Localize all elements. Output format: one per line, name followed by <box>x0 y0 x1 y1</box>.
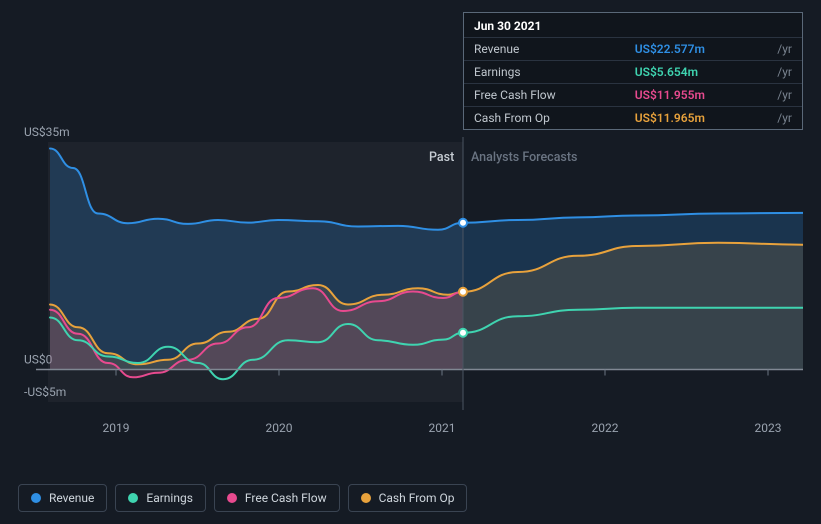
legend-item-cash-from-op[interactable]: Cash From Op <box>348 484 468 512</box>
tooltip-row-label: Free Cash Flow <box>464 84 625 107</box>
tooltip-row-unit: /yr <box>767 84 802 107</box>
legend-label: Earnings <box>146 491 193 505</box>
legend-label: Free Cash Flow <box>245 491 327 505</box>
legend-swatch <box>128 493 138 503</box>
tooltip-date: Jun 30 2021 <box>464 19 802 37</box>
svg-text:2022: 2022 <box>592 421 619 435</box>
svg-text:US$35m: US$35m <box>24 125 70 139</box>
svg-text:2021: 2021 <box>429 421 456 435</box>
tooltip-row: Cash From OpUS$11.965m/yr <box>464 107 802 130</box>
legend-item-free-cash-flow[interactable]: Free Cash Flow <box>214 484 340 512</box>
legend-label: Cash From Op <box>379 491 455 505</box>
legend-label: Revenue <box>49 491 94 505</box>
chart-tooltip: Jun 30 2021 RevenueUS$22.577m/yrEarnings… <box>463 12 803 130</box>
tooltip-row-label: Earnings <box>464 61 625 84</box>
tooltip-row-value: US$5.654m <box>625 61 768 84</box>
legend-item-revenue[interactable]: Revenue <box>18 484 107 512</box>
svg-text:-US$5m: -US$5m <box>24 385 66 399</box>
past-region-label: Past <box>429 150 454 165</box>
tooltip-row-unit: /yr <box>767 38 802 61</box>
tooltip-row: EarningsUS$5.654m/yr <box>464 61 802 84</box>
tooltip-row-label: Cash From Op <box>464 107 625 130</box>
tooltip-row: RevenueUS$22.577m/yr <box>464 38 802 61</box>
tooltip-row-unit: /yr <box>767 107 802 130</box>
tooltip-row-label: Revenue <box>464 38 625 61</box>
svg-text:2020: 2020 <box>266 421 293 435</box>
tooltip-table: RevenueUS$22.577m/yrEarningsUS$5.654m/yr… <box>464 37 802 129</box>
chart-legend: Revenue Earnings Free Cash Flow Cash From O… <box>18 484 467 512</box>
forecast-region-label: Analysts Forecasts <box>471 150 577 165</box>
tooltip-row-unit: /yr <box>767 61 802 84</box>
tooltip-row-value: US$11.965m <box>625 107 768 130</box>
legend-item-earnings[interactable]: Earnings <box>115 484 206 512</box>
svg-text:US$0: US$0 <box>24 353 53 367</box>
chart-container: US$35m US$0 -US$5m 2019 2020 2021 2022 2023 Pas… <box>18 0 803 524</box>
tooltip-row-value: US$22.577m <box>625 38 768 61</box>
legend-swatch <box>31 493 41 503</box>
tooltip-row: Free Cash FlowUS$11.955m/yr <box>464 84 802 107</box>
legend-swatch <box>227 493 237 503</box>
legend-swatch <box>361 493 371 503</box>
svg-text:2019: 2019 <box>103 421 130 435</box>
svg-text:2023: 2023 <box>755 421 782 435</box>
tooltip-row-value: US$11.955m <box>625 84 768 107</box>
